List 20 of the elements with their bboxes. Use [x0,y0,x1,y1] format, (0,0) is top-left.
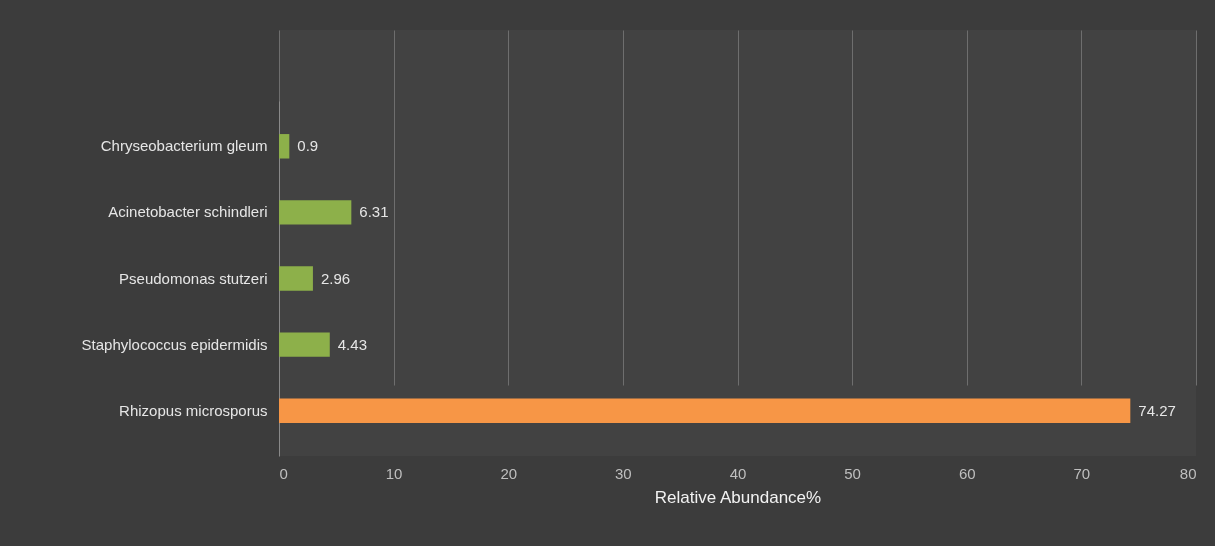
y-tick-label: Chryseobacterium gleum [100,137,268,155]
x-tick-label: 0 [279,464,288,482]
x-tick-label: 30 [615,464,632,482]
x-axis-title: Relative Abundance% [654,487,822,507]
y-tick-label: Staphylococcus epidermidis [81,335,268,353]
data-label: 6.31 [359,203,389,221]
y-tick-label: Acinetobacter schindleri [108,203,268,221]
data-label: 2.96 [320,269,351,287]
x-tick-label: 10 [385,464,403,482]
x-tick-label: 50 [844,464,861,482]
data-label: 0.9 [297,137,319,155]
x-tick-label: 60 [958,464,976,482]
data-label: 4.43 [337,335,367,353]
data-label: 74.27 [1138,401,1176,419]
y-tick-label: Pseudomonas stutzeri [119,269,268,287]
x-tick-label: 80 [1179,464,1197,482]
x-tick-label: 70 [1073,464,1091,482]
y-tick-label: Rhizopus microsporus [119,401,268,419]
x-tick-label: 20 [500,464,518,482]
x-tick-label: 40 [729,464,747,482]
